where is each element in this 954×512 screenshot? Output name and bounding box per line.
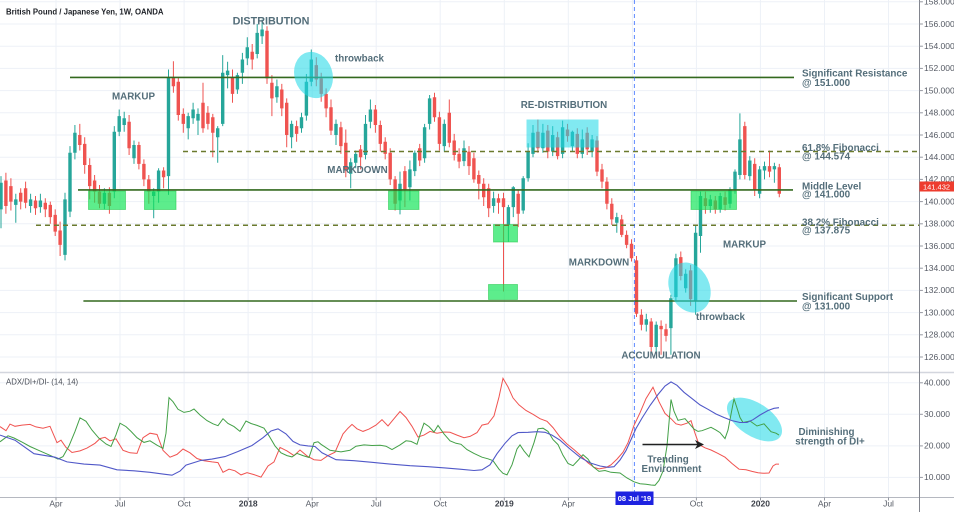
svg-text:MARKDOWN: MARKDOWN	[569, 258, 629, 269]
svg-text:Middle Level: Middle Level	[802, 182, 862, 193]
svg-text:@ 131.000: @ 131.000	[802, 301, 851, 312]
svg-text:158.000: 158.000	[924, 0, 954, 7]
svg-text:Apr: Apr	[562, 499, 575, 509]
svg-text:@ 137.875: @ 137.875	[802, 226, 851, 237]
svg-text:throwback: throwback	[335, 54, 385, 65]
svg-text:10.000: 10.000	[924, 472, 950, 482]
svg-text:@ 144.574: @ 144.574	[802, 151, 851, 162]
svg-text:Apr: Apr	[818, 499, 831, 509]
svg-text:136.000: 136.000	[924, 241, 954, 251]
svg-text:Diminishing: Diminishing	[798, 427, 854, 438]
svg-text:2018: 2018	[239, 499, 258, 509]
svg-text:38.2% Fibonacci: 38.2% Fibonacci	[802, 218, 879, 229]
svg-text:MARKUP: MARKUP	[723, 240, 766, 251]
svg-text:152.000: 152.000	[924, 63, 954, 73]
svg-text:Oct: Oct	[434, 499, 448, 509]
svg-text:Trending: Trending	[647, 455, 688, 466]
svg-text:Jul: Jul	[115, 499, 126, 509]
svg-text:148.000: 148.000	[924, 108, 954, 118]
svg-text:Oct: Oct	[177, 499, 191, 509]
svg-text:154.000: 154.000	[924, 41, 954, 51]
svg-text:Apr: Apr	[49, 499, 62, 509]
svg-text:130.000: 130.000	[924, 307, 954, 317]
svg-text:DISTRIBUTION: DISTRIBUTION	[233, 16, 310, 28]
svg-text:156.000: 156.000	[924, 19, 954, 29]
svg-text:RE-DISTRIBUTION: RE-DISTRIBUTION	[521, 100, 608, 111]
svg-text:Significant Support: Significant Support	[802, 292, 894, 303]
svg-text:strength of DI+: strength of DI+	[795, 437, 865, 448]
svg-text:Jul: Jul	[371, 499, 382, 509]
svg-text:MARKUP: MARKUP	[112, 92, 155, 103]
svg-text:40.000: 40.000	[924, 378, 950, 388]
svg-text:08 Jul '19: 08 Jul '19	[618, 494, 651, 503]
svg-text:61.8% Fibonacci: 61.8% Fibonacci	[802, 143, 879, 154]
svg-text:Oct: Oct	[690, 499, 704, 509]
svg-text:Apr: Apr	[306, 499, 319, 509]
svg-text:128.000: 128.000	[924, 330, 954, 340]
svg-text:138.000: 138.000	[924, 219, 954, 229]
svg-text:@ 141.000: @ 141.000	[802, 190, 851, 201]
svg-text:ADX/DI+/DI- (14, 14): ADX/DI+/DI- (14, 14)	[6, 378, 79, 387]
svg-text:2019: 2019	[495, 499, 514, 509]
svg-text:126.000: 126.000	[924, 352, 954, 362]
svg-text:2020: 2020	[751, 499, 770, 509]
svg-text:132.000: 132.000	[924, 285, 954, 295]
svg-text:141.432: 141.432	[923, 182, 950, 191]
svg-text:MARKDOWN: MARKDOWN	[327, 165, 387, 176]
svg-text:150.000: 150.000	[924, 85, 954, 95]
svg-text:146.000: 146.000	[924, 130, 954, 140]
svg-text:134.000: 134.000	[924, 263, 954, 273]
svg-text:Jul: Jul	[883, 499, 894, 509]
svg-text:140.000: 140.000	[924, 196, 954, 206]
svg-text:144.000: 144.000	[924, 152, 954, 162]
svg-text:@ 151.000: @ 151.000	[802, 78, 851, 89]
svg-text:throwback: throwback	[696, 312, 746, 323]
svg-text:ACCUMULATION: ACCUMULATION	[621, 351, 700, 362]
svg-text:British Pound / Japanese Yen,: British Pound / Japanese Yen, 1W, OANDA	[6, 8, 164, 17]
svg-text:Significant Resistance: Significant Resistance	[802, 69, 908, 80]
svg-text:Environment: Environment	[642, 464, 703, 475]
svg-text:142.000: 142.000	[924, 174, 954, 184]
svg-text:30.000: 30.000	[924, 409, 950, 419]
svg-text:20.000: 20.000	[924, 441, 950, 451]
